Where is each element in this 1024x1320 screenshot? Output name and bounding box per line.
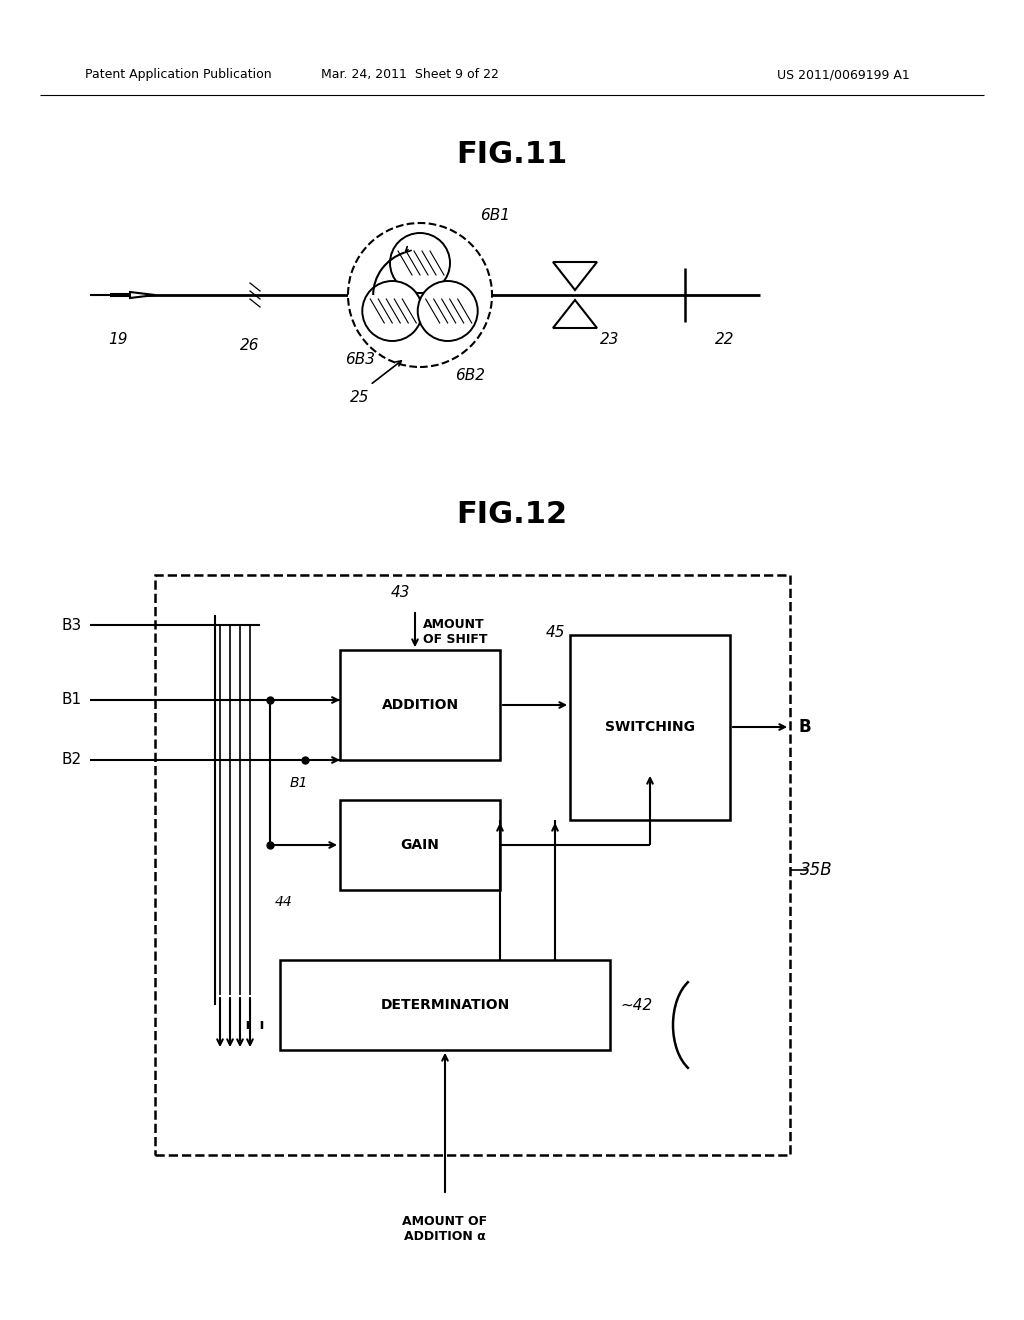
Text: FIG.11: FIG.11 [457,140,567,169]
Circle shape [348,223,492,367]
Text: DETERMINATION: DETERMINATION [380,998,510,1012]
Bar [280,960,610,1049]
Text: B1: B1 [290,776,308,789]
Text: 6B2: 6B2 [455,367,485,383]
Circle shape [390,234,450,293]
Text: 35B: 35B [800,861,833,879]
Text: AMOUNT OF
ADDITION α: AMOUNT OF ADDITION α [402,1214,487,1243]
Text: B3: B3 [61,618,82,632]
Text: GAIN: GAIN [400,838,439,851]
Text: 6B3: 6B3 [345,352,375,367]
Text: FIG.12: FIG.12 [457,500,567,529]
Circle shape [362,281,422,341]
Polygon shape [553,261,597,290]
Bar [570,635,730,820]
Text: ~42: ~42 [620,998,652,1012]
Text: 45: 45 [546,624,565,640]
Text: Mar. 24, 2011  Sheet 9 of 22: Mar. 24, 2011 Sheet 9 of 22 [322,69,499,81]
Text: 26: 26 [241,338,260,352]
Text: 19: 19 [109,333,128,347]
Text: Patent Application Publication: Patent Application Publication [85,69,271,81]
Text: 23: 23 [600,333,620,347]
Text: SWITCHING: SWITCHING [605,719,695,734]
Text: B: B [798,718,811,737]
Text: 6B1: 6B1 [480,207,510,223]
Text: 44: 44 [275,895,293,909]
Text: B2: B2 [61,752,82,767]
Text: ADDITION: ADDITION [381,698,459,711]
Circle shape [418,281,478,341]
Text: 22: 22 [715,333,734,347]
Polygon shape [130,292,155,298]
Text: 43: 43 [390,585,410,601]
Text: 25: 25 [350,391,370,405]
Bar [340,800,500,890]
Bar [155,576,790,1155]
Polygon shape [553,300,597,327]
Text: US 2011/0069199 A1: US 2011/0069199 A1 [777,69,910,81]
Text: B1: B1 [61,693,82,708]
Bar [340,649,500,760]
Text: AMOUNT
OF SHIFT: AMOUNT OF SHIFT [423,618,487,645]
